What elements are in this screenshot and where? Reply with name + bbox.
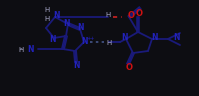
- Text: N: N: [49, 34, 55, 43]
- Text: N: N: [74, 60, 80, 70]
- Text: N: N: [122, 34, 128, 43]
- Text: N: N: [27, 45, 33, 53]
- Text: ++: ++: [87, 36, 95, 41]
- Text: H: H: [105, 12, 111, 18]
- Text: N: N: [78, 22, 84, 31]
- Text: O: O: [136, 10, 142, 19]
- Text: N: N: [64, 19, 70, 27]
- Text: N: N: [151, 34, 157, 43]
- Text: N: N: [81, 36, 87, 46]
- Text: O: O: [128, 12, 135, 21]
- Text: N: N: [173, 34, 179, 43]
- Text: O: O: [126, 63, 133, 72]
- Text: H: H: [44, 16, 50, 22]
- Text: H: H: [18, 47, 24, 53]
- Text: -: -: [20, 45, 22, 51]
- Text: N: N: [53, 10, 59, 19]
- Text: H: H: [44, 7, 50, 13]
- Text: H: H: [106, 40, 112, 46]
